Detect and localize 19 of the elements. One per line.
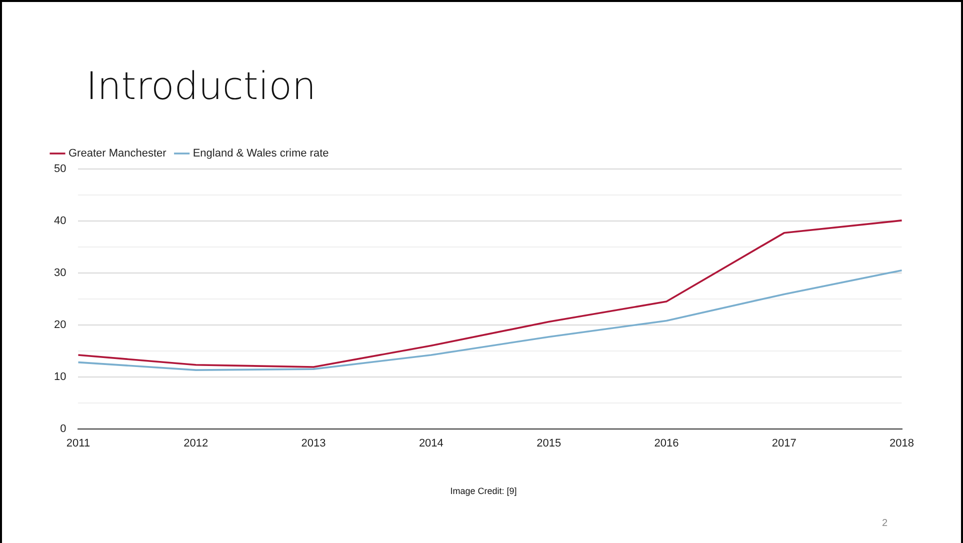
legend-label: Greater Manchester [68,148,167,160]
x-tick-label: 2016 [654,437,679,450]
y-tick-label: 10 [54,370,66,383]
x-tick-label: 2017 [772,437,796,450]
x-tick-label: 2018 [890,437,914,450]
x-tick-label: 2015 [536,437,562,450]
y-tick-label: 50 [54,163,66,176]
y-tick-label: 30 [54,266,66,279]
x-tick-label: 2011 [66,437,90,450]
x-tick-label: 2014 [418,437,444,450]
chart-title: Introduction [86,64,316,108]
y-tick-label: 0 [60,422,66,435]
text: Image Credit: [9] [449,486,518,496]
legend-label: England & Wales crime rate [192,148,329,160]
y-tick-label: 40 [54,214,66,227]
x-tick-label: 2012 [184,437,208,450]
x-tick-label: 2013 [301,437,326,450]
text: 2 [882,518,888,529]
y-tick-label: 20 [54,318,66,331]
